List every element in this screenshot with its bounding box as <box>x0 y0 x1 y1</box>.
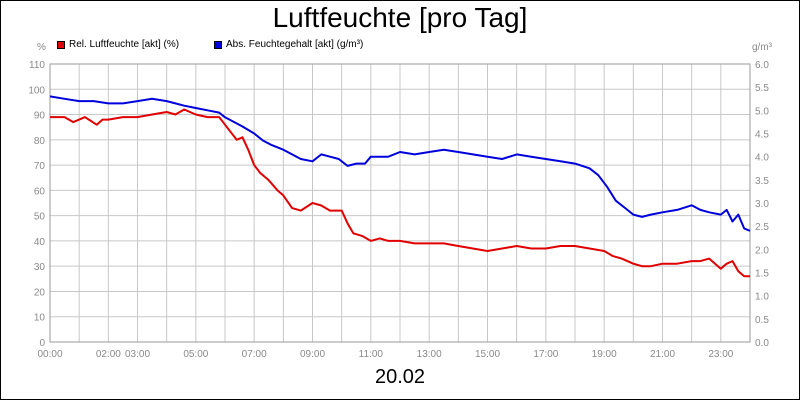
y-right-tick-label: 5.5 <box>755 83 769 94</box>
y-left-tick-label: 40 <box>34 237 46 248</box>
x-tick-label: 21:00 <box>650 349 675 360</box>
legend-swatch-blue <box>214 40 222 49</box>
x-tick-label: 15:00 <box>475 349 500 360</box>
legend-item-rel-humidity: Rel. Luftfeuchte [akt] (%) <box>57 39 179 50</box>
y-left-tick-label: 90 <box>34 111 46 122</box>
y-left-tick-label: 30 <box>34 262 46 273</box>
x-tick-label: 03:00 <box>125 349 150 360</box>
y-right-tick-label: 6.0 <box>755 60 769 71</box>
x-tick-label: 09:00 <box>300 349 325 360</box>
x-tick-label: 11:00 <box>359 349 384 360</box>
right-axis-unit: g/m³ <box>752 42 772 53</box>
x-tick-label: 23:00 <box>708 349 733 360</box>
y-right-tick-label: 0.0 <box>755 338 769 349</box>
legend-swatch-red <box>57 40 65 49</box>
y-left-tick-label: 70 <box>34 161 46 172</box>
x-tick-label: 17:00 <box>533 349 558 360</box>
y-right-tick-label: 4.0 <box>755 153 769 164</box>
y-left-tick-label: 0 <box>39 338 45 349</box>
series-line-abs-humidity <box>49 95 751 232</box>
legend-item-abs-humidity: Abs. Feuchtegehalt [akt] (g/m³) <box>214 39 363 50</box>
y-left-tick-label: 110 <box>29 60 45 71</box>
plot-border <box>49 63 751 343</box>
y-left-tick-label: 20 <box>34 287 46 298</box>
x-tick-label: 02:00 <box>96 349 121 360</box>
x-tick-label: 19:00 <box>592 349 617 360</box>
y-left-tick-label: 10 <box>34 313 46 324</box>
x-tick-label: 13:00 <box>417 349 442 360</box>
y-right-tick-label: 1.5 <box>755 269 769 280</box>
y-right-tick-label: 2.0 <box>755 245 769 256</box>
y-left-tick-label: 80 <box>34 136 46 147</box>
x-tick-label: 00:00 <box>37 349 62 360</box>
y-left-tick-label: 50 <box>34 212 46 223</box>
y-right-tick-label: 4.5 <box>755 130 769 141</box>
x-axis-date-label: 20.02 <box>374 366 426 388</box>
y-right-tick-label: 3.0 <box>755 199 769 210</box>
series-line-rel-humidity <box>50 108 750 278</box>
left-axis-unit: % <box>37 42 46 53</box>
y-right-tick-label: 1.0 <box>755 292 769 303</box>
legend-label-abs-humidity: Abs. Feuchtegehalt [akt] (g/m³) <box>226 39 364 50</box>
y-left-tick-label: 60 <box>34 186 46 197</box>
legend-label-rel-humidity: Rel. Luftfeuchte [akt] (%) <box>69 39 180 50</box>
chart-title: Luftfeuchte [pro Tag] <box>272 2 528 33</box>
y-right-tick-label: 0.5 <box>755 315 769 326</box>
y-right-tick-label: 2.5 <box>755 222 769 233</box>
y-left-tick-label: 100 <box>28 85 45 96</box>
y-right-tick-label: 3.5 <box>755 176 769 187</box>
x-tick-label: 07:00 <box>242 349 267 360</box>
x-tick-label: 05:00 <box>183 349 208 360</box>
y-right-tick-label: 5.0 <box>755 106 769 117</box>
